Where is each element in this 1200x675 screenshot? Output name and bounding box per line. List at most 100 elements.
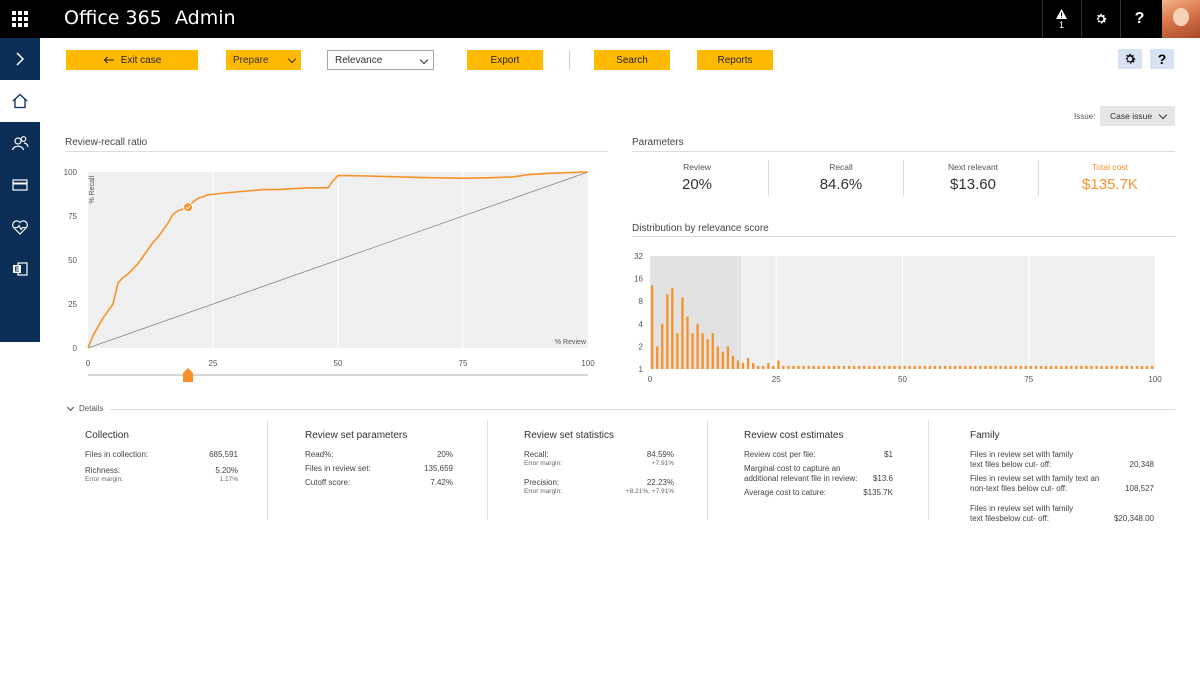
distribution-bar: [832, 365, 836, 369]
distribution-bar: [1070, 365, 1073, 369]
distribution-bar: [1125, 365, 1128, 369]
distribution-bar: [979, 365, 982, 369]
distribution-bar: [807, 365, 810, 369]
search-button[interactable]: Search: [594, 50, 670, 70]
detail-row: Files in collection: 685,591: [85, 450, 238, 460]
relevance-dropdown[interactable]: Relevance: [327, 50, 434, 70]
distribution-bar: [1090, 365, 1093, 369]
toolbar-divider: [569, 50, 570, 70]
review-set-statistics-card: Review set statistics Recall: 84.59% Erro…: [524, 430, 674, 496]
distribution-bar: [822, 365, 825, 369]
x-tick-label: 0: [648, 375, 653, 384]
notifications-button[interactable]: 1: [1042, 0, 1080, 38]
nav-item-exchange[interactable]: E: [0, 248, 40, 290]
distribution-bar: [666, 293, 669, 369]
distribution-bar: [802, 365, 805, 369]
distribution-bar: [711, 333, 714, 369]
distribution-bar: [878, 365, 881, 369]
help-button[interactable]: ?: [1120, 0, 1158, 38]
param-next-relevant-value: $13.60: [950, 176, 996, 193]
distribution-bar: [1049, 365, 1053, 369]
distribution-bar: [868, 365, 871, 369]
settings-button[interactable]: [1081, 0, 1119, 38]
detail-row: Cutoff score: 7.42%: [305, 478, 453, 488]
detail-sublabel: Error margin:: [85, 476, 123, 483]
exit-case-button[interactable]: Exit case: [66, 50, 198, 70]
avatar[interactable]: [1162, 0, 1200, 38]
distribution-bar: [1095, 365, 1098, 369]
reports-button[interactable]: Reports: [697, 50, 773, 70]
distribution-bar: [984, 365, 987, 369]
family-title: Family: [970, 430, 1000, 441]
distribution-bar: [691, 333, 694, 369]
distribution-bar: [898, 365, 901, 369]
nav-item-billing[interactable]: [0, 164, 40, 206]
details-toggle[interactable]: Details: [66, 403, 103, 413]
distribution-bar: [948, 365, 952, 369]
param-divider: [1038, 160, 1039, 196]
prepare-dropdown[interactable]: Prepare: [226, 50, 301, 70]
distribution-bar: [853, 365, 856, 369]
selected-range: [650, 256, 741, 369]
detail-label: Files in review set with family text an …: [970, 474, 1100, 493]
detail-label: Cutoff score:: [305, 478, 351, 487]
chevron-right-icon: [16, 52, 25, 66]
distribution-bar: [847, 365, 851, 369]
distribution-bar: [701, 333, 704, 369]
review-slider-handle[interactable]: [183, 368, 193, 382]
distribution-bar: [721, 351, 724, 369]
y-tick-label: 8: [639, 297, 644, 306]
detail-row: Files in review set with family text an …: [970, 474, 1154, 494]
chevron-down-icon: [1158, 110, 1168, 120]
distribution-bar: [908, 365, 911, 369]
review-set-statistics-title: Review set statistics: [524, 430, 615, 441]
distribution-bar: [651, 285, 654, 369]
distribution-bar: [873, 365, 876, 369]
distribution-bar: [767, 363, 770, 369]
x-tick-label: 0: [86, 359, 91, 368]
detail-row: Marginal cost to capture an additional r…: [744, 464, 893, 484]
x-tick-label: 50: [334, 359, 343, 368]
detail-row: Files in review set with family text fil…: [970, 450, 1154, 470]
y-tick-label: 25: [68, 300, 77, 309]
app-launcher-button[interactable]: [0, 0, 40, 38]
detail-row: Files in review set with family text fil…: [970, 504, 1154, 524]
nav-item-home[interactable]: [0, 80, 40, 122]
expand-nav-button[interactable]: [0, 38, 40, 80]
case-help-button[interactable]: ?: [1150, 49, 1174, 69]
baseline-series: [87, 171, 589, 349]
detail-value: 22.23%: [646, 478, 674, 487]
detail-value: 108,527: [1125, 484, 1154, 493]
distribution-bar: [762, 365, 765, 369]
y-tick-label: 75: [68, 212, 77, 221]
distribution-bar: [731, 355, 735, 369]
distribution-bar: [883, 365, 886, 369]
export-button[interactable]: Export: [467, 50, 543, 70]
detail-label: Files in collection:: [85, 450, 149, 459]
nav-item-users[interactable]: [0, 122, 40, 164]
distribution-bar: [954, 365, 957, 369]
case-settings-button[interactable]: [1118, 49, 1142, 69]
distribution-bar: [1085, 365, 1088, 369]
nav-item-health[interactable]: [0, 206, 40, 248]
distribution-bar: [913, 365, 916, 369]
param-review-value: 20%: [681, 176, 713, 193]
relevance-distribution-chart: 1 2 4 8 16 32 0 25 50 75 100: [634, 252, 1162, 384]
issue-dropdown[interactable]: Case issue: [1100, 106, 1175, 126]
detail-row: Precision: 22.23%: [524, 478, 674, 488]
distribution-bar: [1014, 365, 1017, 369]
distribution-bar: [1009, 365, 1012, 369]
detail-row: Read%: 20%: [305, 450, 453, 460]
detail-value: $135.7K: [863, 488, 893, 497]
collection-title: Collection: [85, 430, 129, 441]
distribution-bar: [827, 365, 831, 369]
exit-case-label: Exit case: [120, 54, 162, 66]
param-total-cost-label: Total cost: [1092, 162, 1128, 172]
param-review: Review 20%: [632, 162, 762, 193]
distribution-bar: [817, 365, 820, 369]
card-divider: [487, 420, 488, 520]
detail-row: Files in review set: 135,659: [305, 464, 453, 474]
y-tick-label: 50: [68, 256, 77, 265]
distribution-divider: [632, 236, 1175, 237]
distribution-bar: [792, 365, 795, 369]
